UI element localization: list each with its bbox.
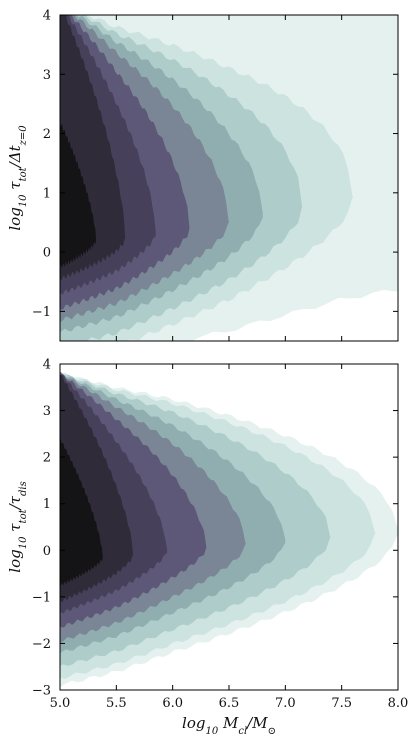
y-tick-label: 1 [43,497,51,512]
contour-layers [60,371,398,688]
y-tick-label: −1 [32,590,51,605]
x-tick-label: 7.5 [331,696,352,711]
y-tick-label: −3 [32,684,51,699]
x-axis-label: log10 Mcl/M⊙ [182,714,276,737]
x-tick-label: 5.0 [50,696,71,711]
y-tick-label: 4 [43,358,51,373]
y-tick-label: −2 [32,637,51,652]
y-tick-label: 2 [43,451,51,466]
x-tick-label: 6.0 [162,696,183,711]
y-axis-label: log10 τtot/τdis [6,481,29,572]
x-tick-label: 5.5 [106,696,127,711]
contour-level-9 [60,436,103,587]
y-axis-label: log10 τtot/Δtz=0 [6,125,29,231]
y-tick-label: 2 [43,127,51,142]
panel-top: −1 0 1 2 3 4 log10 τtot/Δtz=0 [6,9,399,342]
x-tick-label: 7.0 [275,696,296,711]
contour-layers [60,15,398,341]
panel-bottom: 5.0 5.5 6.0 6.5 7.0 7.5 8.0 −3 −2 −1 0 1 2 3 4 log10 τt… [6,358,408,737]
y-tick-label: −1 [32,305,51,320]
y-tick-label: 0 [43,544,51,559]
y-tick-label: 0 [43,246,51,261]
y-tick-label: 3 [43,404,51,419]
contour-level-9 [60,121,97,269]
y-tick-label: 3 [43,68,51,83]
y-tick-label: 4 [43,9,51,24]
y-tick-label: 1 [43,186,51,201]
x-tick-label: 8.0 [388,696,409,711]
x-tick-label: 6.5 [219,696,240,711]
